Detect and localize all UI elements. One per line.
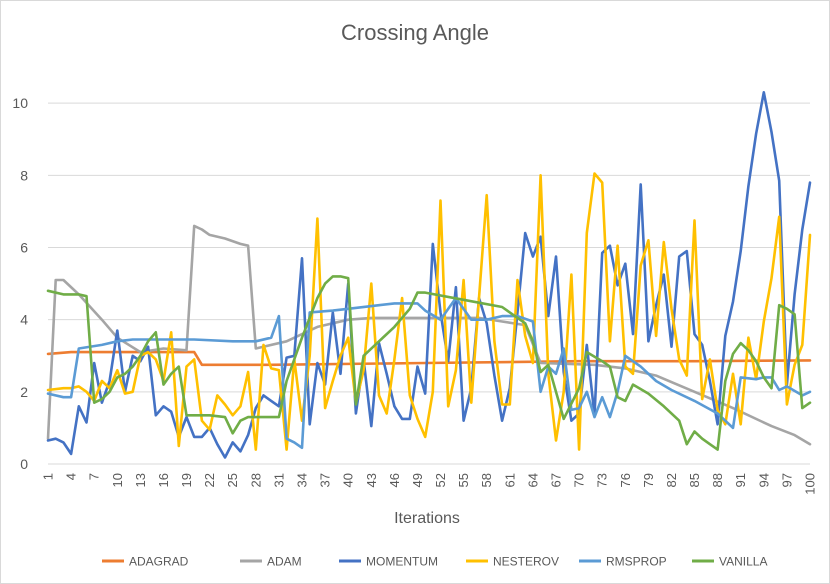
x-tick-label: 97 [779, 473, 794, 487]
x-axis-title: Iterations [394, 510, 460, 527]
x-tick-label: 94 [756, 473, 771, 487]
series-line-rmsprop [46, 296, 812, 450]
x-tick-label: 10 [110, 473, 125, 487]
x-tick-label: 22 [202, 473, 217, 487]
y-tick-label: 8 [20, 167, 28, 183]
x-tick-label: 58 [479, 473, 494, 487]
x-tick-label: 82 [664, 473, 679, 487]
x-tick-label: 16 [156, 473, 171, 487]
legend-label-adam: ADAM [267, 555, 302, 569]
y-tick-label: 6 [20, 240, 28, 256]
x-tick-label: 7 [87, 473, 102, 480]
x-tick-label: 100 [803, 473, 818, 495]
series-line-vanilla [46, 275, 812, 451]
x-tick-label: 34 [295, 473, 310, 487]
series-line-adagrad [46, 350, 812, 367]
series-line-nesterov [46, 172, 812, 451]
x-tick-label: 85 [687, 473, 702, 487]
legend-label-vanilla: VANILLA [719, 555, 767, 569]
chart-title: Crossing Angle [341, 20, 489, 45]
x-tick-label: 79 [641, 473, 656, 487]
legend-label-momentum: MOMENTUM [366, 555, 438, 569]
x-tick-label: 46 [387, 473, 402, 487]
x-tick-label: 88 [710, 473, 725, 487]
x-tick-label: 49 [410, 473, 425, 487]
x-tick-label: 91 [733, 473, 748, 487]
x-tick-label: 70 [572, 473, 587, 487]
legend: ADAGRAD ADAM MOMENTUM NESTEROV RMSPROP VANILL… [102, 555, 767, 569]
x-tick-label: 52 [433, 473, 448, 487]
x-axis-ticks: 1 4 7 10 13 16 19 22 25 28 31 34 37 40 43 46 49 52 55 58 61 6… [41, 473, 818, 495]
x-tick-label: 31 [271, 473, 286, 487]
legend-label-rmsprop: RMSPROP [606, 555, 667, 569]
x-tick-label: 4 [64, 473, 79, 480]
x-tick-label: 67 [549, 473, 564, 487]
gridlines [48, 102, 810, 393]
y-tick-label: 10 [12, 95, 28, 111]
series-lines [46, 91, 812, 459]
x-tick-label: 64 [525, 473, 540, 487]
x-tick-label: 55 [456, 473, 471, 487]
y-tick-label: 4 [20, 312, 28, 328]
series-line-adam [46, 224, 812, 446]
y-axis-ticks: 0 2 4 6 8 10 [12, 95, 28, 472]
x-tick-label: 19 [179, 473, 194, 487]
x-tick-label: 37 [318, 473, 333, 487]
x-tick-label: 73 [595, 473, 610, 487]
x-tick-label: 28 [248, 473, 263, 487]
legend-label-adagrad: ADAGRAD [129, 555, 189, 569]
x-tick-label: 40 [341, 473, 356, 487]
y-tick-label: 0 [20, 456, 28, 472]
legend-label-nesterov: NESTEROV [493, 555, 559, 569]
x-tick-label: 61 [502, 473, 517, 487]
series-line-momentum [46, 91, 812, 459]
x-tick-label: 25 [225, 473, 240, 487]
x-tick-label: 1 [41, 473, 56, 480]
x-tick-label: 43 [364, 473, 379, 487]
x-tick-label: 76 [618, 473, 633, 487]
y-tick-label: 2 [20, 384, 28, 400]
x-tick-label: 13 [133, 473, 148, 487]
